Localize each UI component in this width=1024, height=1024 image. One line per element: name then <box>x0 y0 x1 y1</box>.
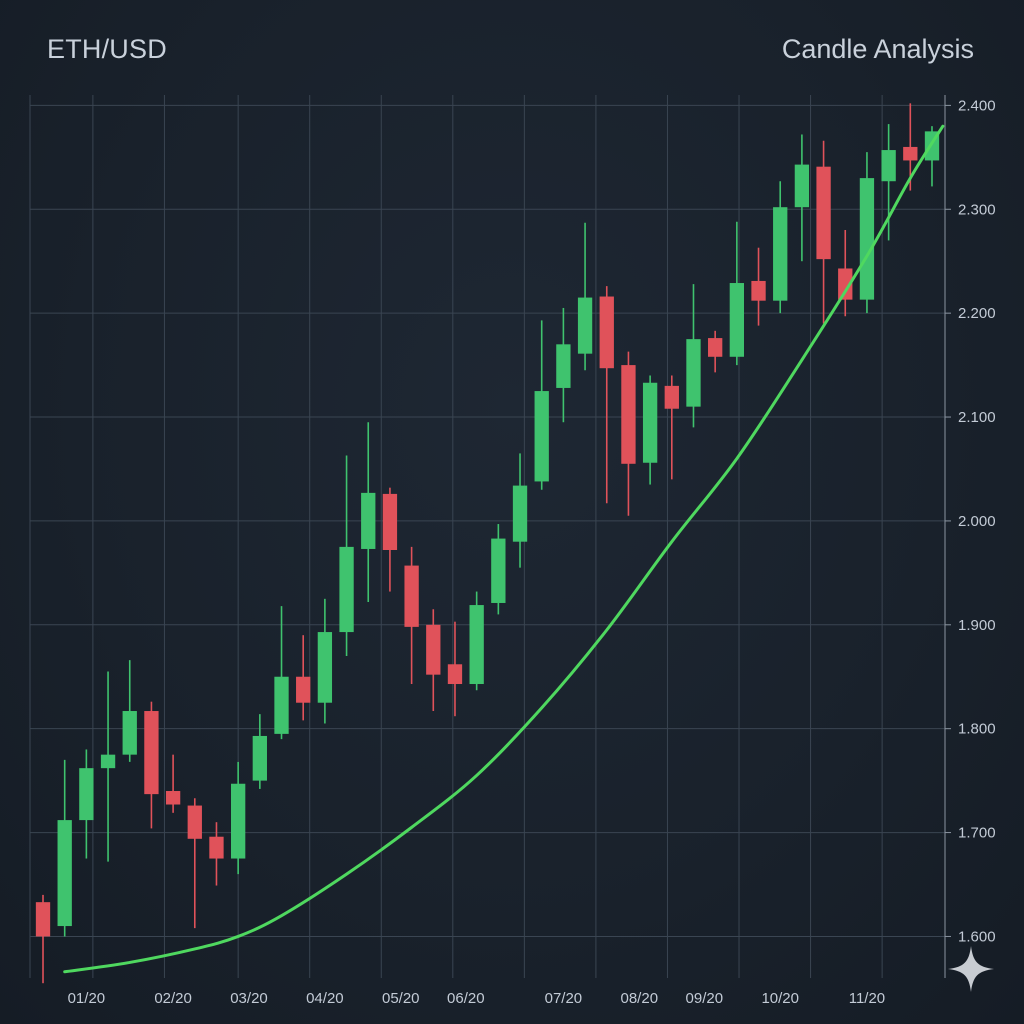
candle-body-up <box>122 711 137 755</box>
tick-labels: 1.600 1.700 1.800 1.900 2.000 2.100 2.200 2.300… <box>68 97 996 1007</box>
candle-body-down <box>296 676 311 703</box>
candle-body-down <box>404 565 419 627</box>
candle-body-up <box>79 768 94 821</box>
x-tick-label: 09/20 <box>686 990 724 1007</box>
candle-body-up <box>339 546 354 633</box>
candle-body-down <box>209 836 224 859</box>
candle-body-down <box>447 664 463 685</box>
candle-body-down <box>751 280 766 301</box>
trend-line-group <box>63 124 945 974</box>
candle-body-down <box>144 711 159 795</box>
y-tick-label: 1.700 <box>958 825 996 842</box>
candle-body-up <box>577 297 593 354</box>
chart-subtitle: Candle Analysis <box>781 34 974 64</box>
x-tick-label: 04/20 <box>306 990 344 1007</box>
candle-body-up <box>729 283 745 357</box>
y-tick-label: 2.100 <box>958 409 996 426</box>
x-tick-label: 05/20 <box>382 990 420 1007</box>
y-tick-label: 2.200 <box>958 305 996 322</box>
trend-line <box>63 124 945 974</box>
grid <box>29 95 945 978</box>
candle-body-up <box>491 538 506 603</box>
candle-body-down <box>599 296 614 369</box>
candle-body-up <box>100 754 116 769</box>
candle-body-down <box>903 146 918 161</box>
x-tick-label: 07/20 <box>545 990 583 1007</box>
sparkle-icon <box>948 946 994 992</box>
candle-body-down <box>426 624 441 675</box>
x-tick-label: 10/20 <box>761 990 799 1007</box>
candles <box>35 103 940 984</box>
candle-body-down <box>816 166 831 260</box>
candle-body-down <box>664 385 679 409</box>
candle-body-up <box>794 164 810 208</box>
candle-body-up <box>642 382 658 463</box>
x-tick-label: 08/20 <box>621 990 659 1007</box>
candle-body-up <box>686 339 701 407</box>
candle-body-up <box>274 676 289 734</box>
candle-body-up <box>361 492 376 549</box>
candle-body-down <box>165 791 181 805</box>
y-tick-label: 2.000 <box>958 513 996 530</box>
candle-body-up <box>469 605 484 685</box>
x-tick-label: 01/20 <box>68 990 106 1007</box>
x-tick-label: 11/20 <box>849 990 885 1007</box>
chart-title: ETH/USD <box>47 34 167 64</box>
y-tick-label: 1.600 <box>958 928 996 945</box>
candle-body-up <box>556 344 571 388</box>
candle-body-up <box>881 150 896 182</box>
y-tick-label: 1.900 <box>958 617 996 634</box>
x-tick-label: 06/20 <box>447 990 485 1007</box>
x-tick-label: 02/20 <box>154 990 192 1007</box>
x-tick-label: 03/20 <box>230 990 268 1007</box>
y-tick-label: 1.800 <box>958 721 996 738</box>
candle-body-up <box>57 820 72 927</box>
candle-body-up <box>317 632 333 703</box>
axes <box>944 95 951 978</box>
candle-body-down <box>838 268 853 300</box>
candle-body-up <box>512 485 528 542</box>
y-tick-label: 2.400 <box>958 97 996 114</box>
candle-body-down <box>35 902 51 937</box>
candle-body-up <box>773 207 788 301</box>
y-tick-label: 2.300 <box>958 201 996 218</box>
candle-body-up <box>252 735 267 781</box>
candle-body-down <box>382 493 398 551</box>
candle-body-down <box>621 365 636 464</box>
candle-body-up <box>534 391 549 482</box>
candle-body-up <box>859 178 875 300</box>
candle-body-down <box>708 338 723 357</box>
candle-body-down <box>187 805 202 839</box>
candle-body-up <box>230 783 246 859</box>
